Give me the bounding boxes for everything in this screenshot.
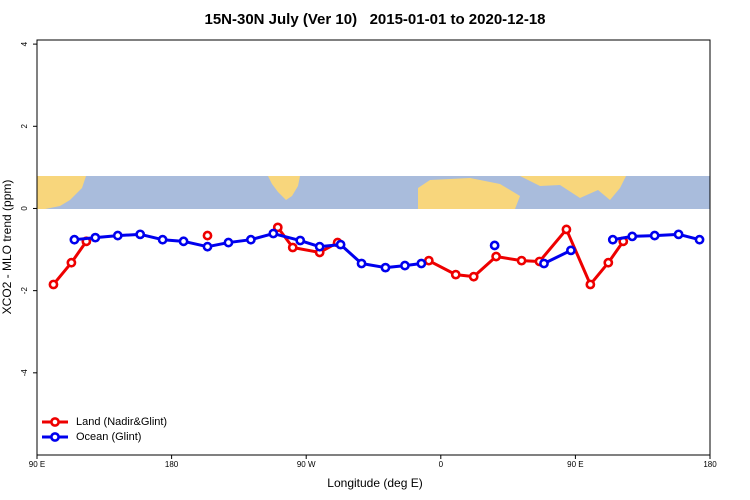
data-point: [423, 255, 434, 266]
data-point: [607, 234, 618, 245]
y-tick-label: -2: [20, 287, 29, 295]
data-point: [202, 241, 213, 252]
x-tick-label: 90 E: [567, 460, 583, 469]
x-tick-label: 90 W: [297, 460, 316, 469]
data-point: [90, 232, 101, 243]
data-point: [202, 230, 213, 241]
data-point: [627, 231, 638, 242]
data-point: [566, 245, 576, 256]
data-point: [314, 241, 325, 252]
data-point: [694, 234, 705, 245]
data-point: [287, 242, 298, 253]
y-tick-label: -4: [20, 369, 29, 377]
data-point: [468, 271, 479, 282]
data-point: [539, 258, 549, 269]
x-tick-label: 0: [439, 460, 444, 469]
data-point: [335, 239, 346, 250]
legend-label: Land (Nadir&Glint): [76, 416, 167, 428]
data-point: [356, 258, 367, 269]
legend-label: Ocean (Glint): [76, 431, 141, 443]
data-point: [272, 222, 283, 233]
data-point: [585, 279, 596, 290]
y-tick-label: 2: [20, 124, 29, 129]
x-tick-label: 180: [703, 460, 717, 469]
data-point: [268, 228, 279, 239]
legend-marker: [50, 417, 60, 427]
x-tick-label: 180: [165, 460, 179, 469]
map-strip: [37, 176, 710, 209]
plot-frame: [36, 39, 711, 456]
data-point: [673, 229, 684, 240]
data-point: [416, 258, 427, 269]
y-axis-label: XCO2 - MLO trend (ppm): [0, 180, 14, 315]
data-point: [295, 235, 306, 246]
data-point: [603, 257, 614, 268]
data-point: [491, 251, 502, 262]
data-point: [450, 269, 461, 280]
data-point: [516, 255, 527, 266]
data-point: [48, 279, 59, 290]
data-point: [112, 230, 123, 241]
data-point: [380, 262, 391, 273]
y-tick-label: 0: [20, 206, 29, 211]
data-point: [400, 260, 410, 271]
data-point: [157, 234, 168, 245]
land-area: [520, 176, 626, 200]
data-point: [178, 236, 189, 247]
land-area: [37, 176, 86, 209]
chart-title: 15N-30N July (Ver 10) 2015-01-01 to 2020…: [204, 11, 545, 28]
data-point: [561, 224, 572, 235]
data-point: [223, 237, 234, 248]
data-point: [135, 229, 146, 240]
legend: Land (Nadir&Glint) Ocean (Glint): [42, 416, 167, 443]
x-axis-label: Longitude (deg E): [327, 476, 422, 490]
data-point: [69, 234, 80, 245]
x-tick-label: 90 E: [29, 460, 45, 469]
data-point: [66, 257, 77, 268]
data-point: [489, 240, 500, 251]
data-point: [649, 230, 660, 241]
land-area: [418, 178, 520, 209]
land-area: [268, 176, 300, 200]
data-point: [245, 234, 256, 245]
y-tick-label: 4: [20, 41, 29, 46]
legend-marker: [50, 432, 60, 442]
